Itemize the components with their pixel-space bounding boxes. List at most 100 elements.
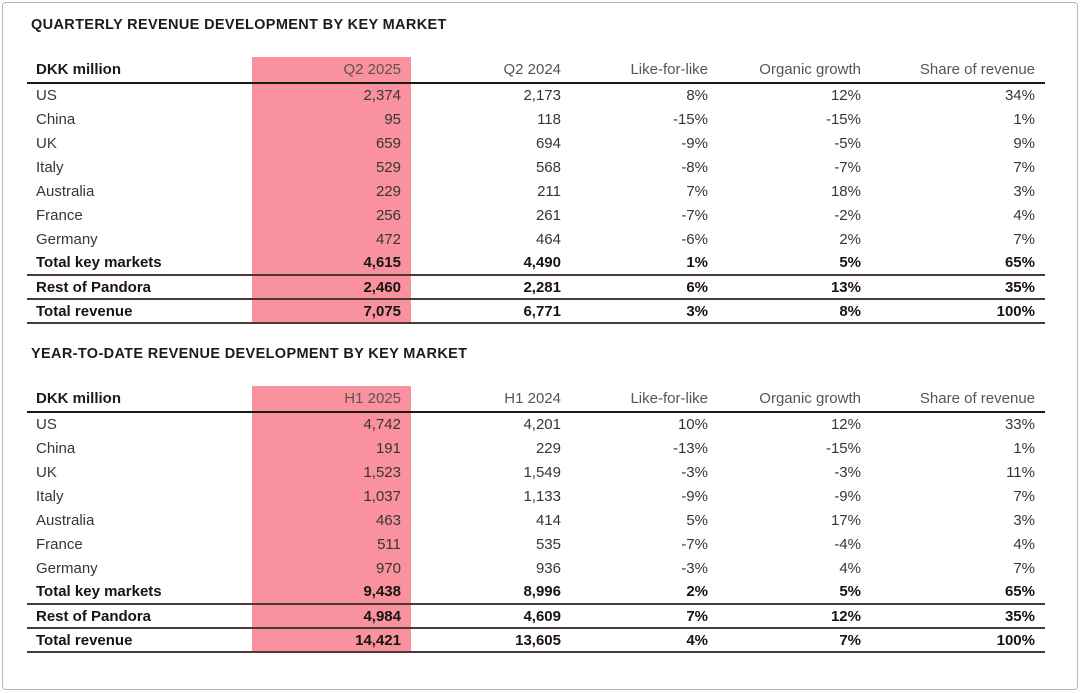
value-cell: 936	[535, 559, 561, 577]
value-cell: 95	[252, 107, 411, 131]
market-label: Total key markets	[27, 251, 252, 276]
value-cell: 65%	[871, 251, 1045, 276]
value-cell: 9%	[1013, 134, 1035, 152]
value-cell: 100%	[871, 628, 1045, 653]
value-cell: -15%	[825, 110, 861, 128]
market-label: France	[36, 535, 83, 553]
value-cell: 7%	[1013, 487, 1035, 505]
value-cell: 1,549	[523, 463, 561, 481]
value-cell: 118	[537, 110, 561, 128]
table-row: France 256 261 -7% -2% 4%	[27, 203, 1045, 227]
value-cell: 35%	[871, 604, 1045, 629]
unit-label: DKK million	[27, 57, 252, 84]
value-cell: 7%	[1013, 158, 1035, 176]
value-cell: 1,037	[252, 484, 411, 508]
market-label: Australia	[36, 511, 95, 529]
table-body: US 2,374 2,173 8% 12% 34% China 95 118 -15% -15% 1%…	[27, 83, 1045, 324]
value-cell: 13,605	[411, 628, 571, 653]
value-cell: 970	[252, 556, 411, 580]
value-cell: 4,201	[523, 416, 561, 433]
column-header: Organic growth	[718, 57, 871, 84]
value-cell: -8%	[681, 158, 708, 176]
value-cell: 211	[537, 182, 561, 200]
table-row: Rest of Pandora 2,460 2,281 6% 13% 35%	[27, 275, 1045, 300]
value-cell: 472	[252, 227, 411, 251]
value-cell: 7%	[686, 182, 708, 200]
value-cell: 18%	[830, 182, 861, 200]
column-header: Organic growth	[718, 386, 871, 413]
column-header: Share of revenue	[871, 57, 1045, 84]
table-row: France 511 535 -7% -4% 4%	[27, 532, 1045, 556]
section-title-quarterly: QUARTERLY REVENUE DEVELOPMENT BY KEY MAR…	[31, 17, 447, 33]
value-cell: 529	[252, 155, 411, 179]
value-cell: -9%	[681, 134, 708, 152]
value-cell: 191	[252, 436, 411, 460]
value-cell: 33%	[1004, 416, 1035, 433]
market-label: Total revenue	[27, 299, 252, 324]
value-cell: 2,281	[411, 275, 571, 300]
table-row: Germany 472 464 -6% 2% 7%	[27, 227, 1045, 251]
value-cell: 8,996	[411, 580, 571, 605]
value-cell: 568	[535, 158, 561, 176]
table-row: US 4,742 4,201 10% 12% 33%	[27, 412, 1045, 436]
table-row: Italy 529 568 -8% -7% 7%	[27, 155, 1045, 179]
value-cell: 4,490	[411, 251, 571, 276]
value-cell: 4%	[839, 559, 861, 577]
value-cell: 1%	[1013, 439, 1035, 457]
table-row: Germany 970 936 -3% 4% 7%	[27, 556, 1045, 580]
value-cell: 1,523	[252, 460, 411, 484]
table-header: DKK million H1 2025 H1 2024 Like-for-like Or…	[27, 386, 1045, 413]
value-cell: 4%	[1013, 535, 1035, 553]
value-cell: 7%	[1013, 230, 1035, 248]
value-cell: 2,460	[252, 275, 411, 300]
market-label: Total key markets	[27, 580, 252, 605]
value-cell: 3%	[1013, 511, 1035, 529]
value-cell: 6%	[571, 275, 718, 300]
value-cell: 4,984	[252, 604, 411, 629]
value-cell: 8%	[686, 87, 708, 104]
value-cell: 8%	[718, 299, 871, 324]
value-cell: 4%	[1013, 206, 1035, 224]
value-cell: -15%	[825, 439, 861, 457]
market-label: Germany	[36, 230, 98, 248]
table-row: Total key markets 9,438 8,996 2% 5% 65%	[27, 580, 1045, 605]
column-header: H1 2024	[411, 386, 571, 413]
value-cell: 34%	[1004, 87, 1035, 104]
section-ytd-revenue: YEAR-TO-DATE REVENUE DEVELOPMENT BY KEY …	[27, 346, 1053, 653]
value-cell: 463	[252, 508, 411, 532]
value-cell: 5%	[686, 511, 708, 529]
value-cell: -7%	[681, 535, 708, 553]
value-cell: -6%	[681, 230, 708, 248]
table-row: UK 659 694 -9% -5% 9%	[27, 131, 1045, 155]
value-cell: -2%	[834, 206, 861, 224]
table-row: Rest of Pandora 4,984 4,609 7% 12% 35%	[27, 604, 1045, 629]
value-cell: 511	[252, 532, 411, 556]
table-row: China 95 118 -15% -15% 1%	[27, 107, 1045, 131]
market-label: Rest of Pandora	[27, 604, 252, 629]
value-cell: 11%	[1006, 463, 1035, 481]
ytd-revenue-table: DKK million H1 2025 H1 2024 Like-for-like Or…	[27, 386, 1045, 653]
table-header: DKK million Q2 2025 Q2 2024 Like-for-like Or…	[27, 57, 1045, 84]
value-cell: 1%	[1013, 110, 1035, 128]
value-cell: 5%	[718, 580, 871, 605]
table-row: Total revenue 14,421 13,605 4% 7% 100%	[27, 628, 1045, 653]
value-cell: 2%	[839, 230, 861, 248]
value-cell: 3%	[1013, 182, 1035, 200]
table-body: US 4,742 4,201 10% 12% 33% China 191 229 -13% -15%…	[27, 412, 1045, 653]
value-cell: 4,615	[252, 251, 411, 276]
unit-label: DKK million	[27, 386, 252, 413]
value-cell: 7%	[718, 628, 871, 653]
value-cell: -9%	[681, 487, 708, 505]
section-title-ytd: YEAR-TO-DATE REVENUE DEVELOPMENT BY KEY …	[31, 346, 468, 362]
table-row: US 2,374 2,173 8% 12% 34%	[27, 83, 1045, 107]
market-label: US	[36, 416, 57, 433]
table-row: Total revenue 7,075 6,771 3% 8% 100%	[27, 299, 1045, 324]
table-row: Total key markets 4,615 4,490 1% 5% 65%	[27, 251, 1045, 276]
value-cell: 659	[252, 131, 411, 155]
value-cell: 6,771	[411, 299, 571, 324]
column-header: Q2 2025	[252, 57, 411, 84]
value-cell: 7%	[1013, 559, 1035, 577]
header-row: DKK million H1 2025 H1 2024 Like-for-like Or…	[27, 386, 1045, 413]
value-cell: -3%	[681, 463, 708, 481]
